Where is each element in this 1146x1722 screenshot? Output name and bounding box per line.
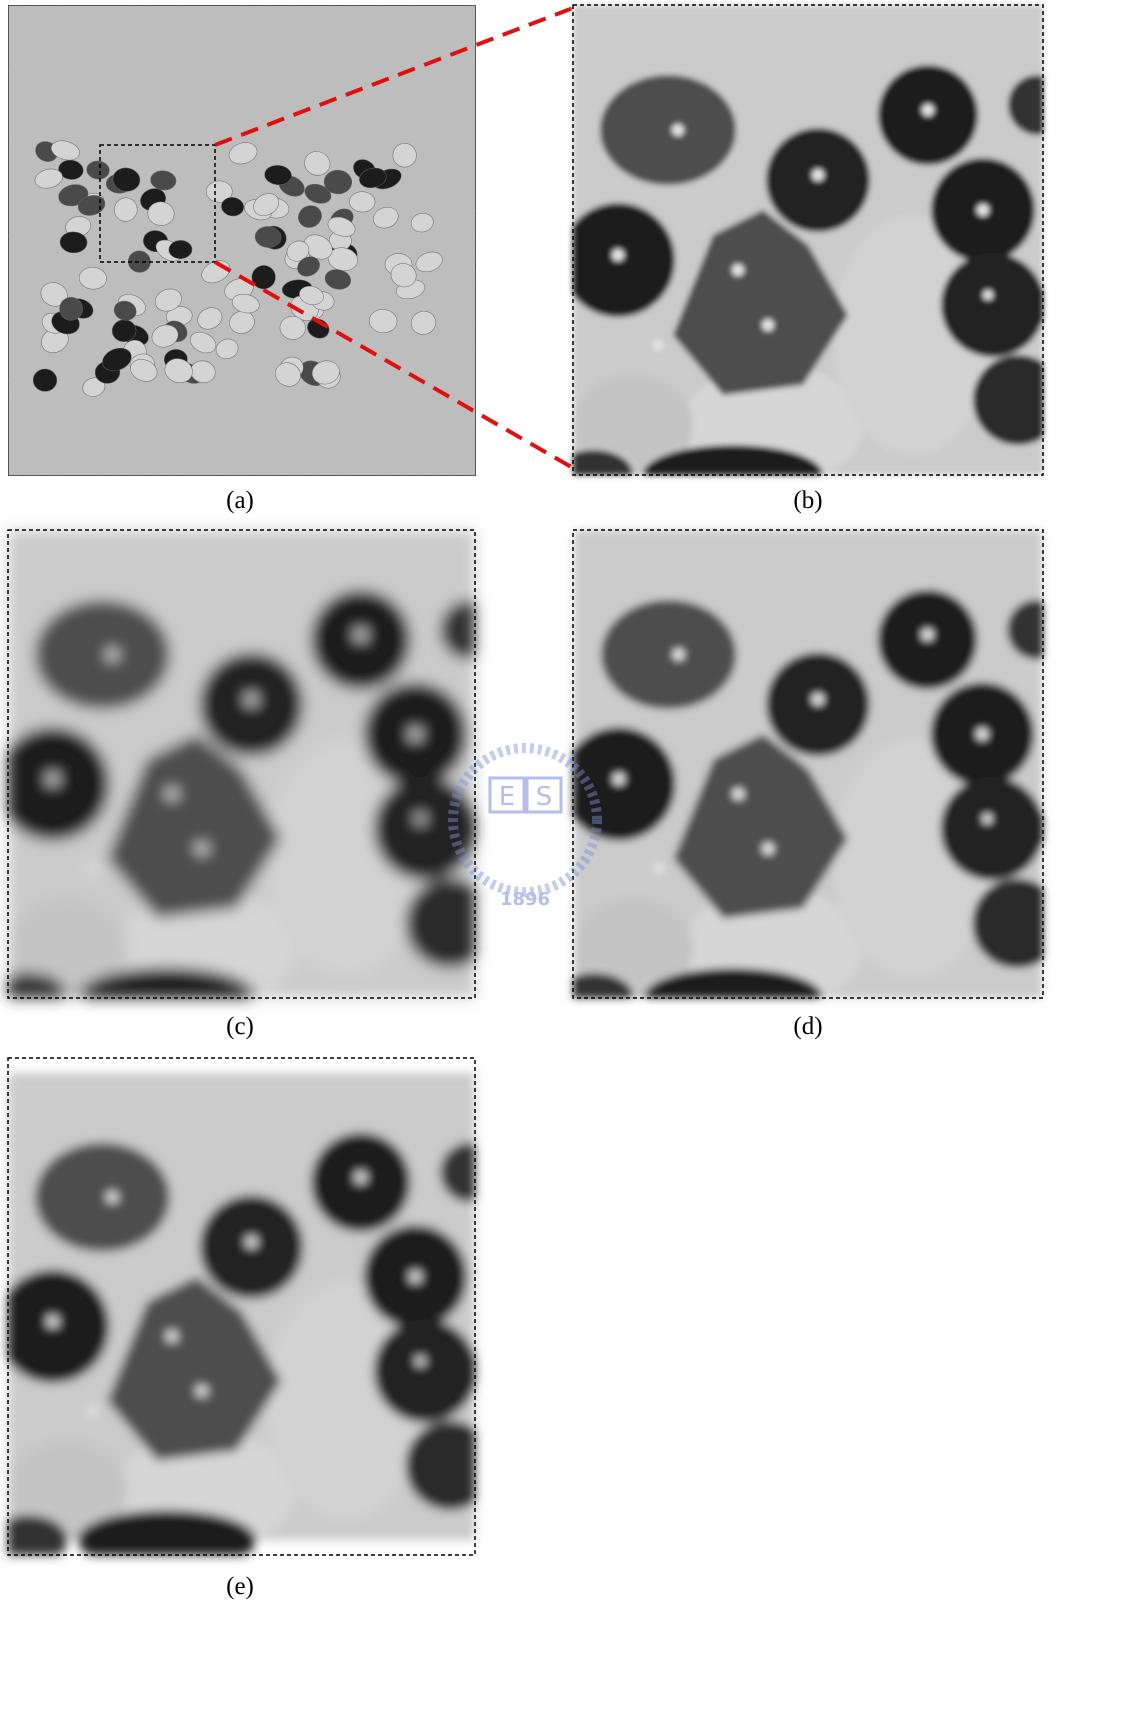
watermark-letter: S [536, 782, 553, 812]
caption: (c) [226, 1013, 254, 1040]
caption: (e) [226, 1573, 254, 1600]
watermark-year: 1896 [500, 889, 550, 910]
caption: (a) [226, 487, 254, 514]
panel-b [553, 5, 1068, 505]
bean [169, 240, 193, 259]
page: E S 1896 (a) (b) (c) (d) (e) (() => { co… [0, 0, 1146, 1722]
panel-a [8, 5, 573, 476]
figure: E S 1896 (a) (b) (c) (d) (e) [0, 0, 1146, 1722]
caption: (b) [793, 487, 822, 514]
panel-d [554, 530, 1067, 1028]
watermark-letter: E [499, 782, 515, 812]
caption: (d) [793, 1013, 822, 1040]
panel-e [0, 1058, 500, 1570]
panel-c [0, 530, 500, 1027]
